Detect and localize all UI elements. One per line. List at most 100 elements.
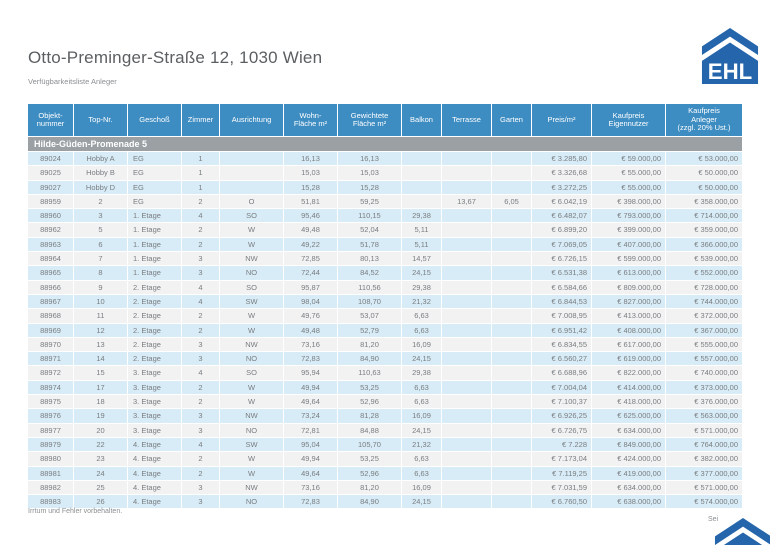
table-row: 89025 Hobby B EG 1 15,03 15,03 € 3.326,68 € 55.…: [28, 166, 742, 180]
cell-terrasse: [442, 266, 491, 280]
table-row: 88979 22 4. Etage 4 SW 95,04 105,70 21,32 € 7.22…: [28, 437, 742, 452]
cell-balkon: 29,38: [402, 280, 441, 294]
cell-geschoss: 2. Etage: [128, 352, 181, 366]
cell-terrasse: [442, 223, 491, 237]
cell-zimmer: 1: [182, 180, 219, 194]
cell-wohnflaeche: 95,46: [284, 209, 337, 223]
cell-kaufpreis-eigennutzer: € 399.000,00: [592, 223, 665, 237]
cell-ausrichtung: SO: [220, 209, 283, 223]
cell-kaufpreis-eigennutzer: € 638.000,00: [592, 495, 665, 509]
cell-objektnummer: 88972: [28, 366, 73, 380]
cell-geschoss: 3. Etage: [128, 423, 181, 437]
cell-top-nr: Hobby A: [74, 152, 127, 166]
cell-garten: [492, 266, 531, 280]
cell-geschoss: 2. Etage: [128, 280, 181, 294]
cell-objektnummer: 88977: [28, 423, 73, 437]
cell-objektnummer: 88959: [28, 194, 73, 209]
cell-garten: [492, 223, 531, 237]
table-row: 88983 26 4. Etage 3 NO 72,83 84,90 24,15 € 6.760…: [28, 495, 742, 509]
page-title: Otto-Preminger-Straße 12, 1030 Wien: [28, 48, 323, 67]
ehl-logo-footer: EHL: [714, 517, 770, 545]
cell-ausrichtung: W: [220, 395, 283, 409]
table-row: 88972 15 3. Etage 4 SO 95,94 110,63 29,38 € 6.68…: [28, 366, 742, 380]
cell-terrasse: [442, 237, 491, 252]
cell-kaufpreis-anleger: € 376.000,00: [666, 395, 742, 409]
cell-geschoss: 4. Etage: [128, 452, 181, 466]
cell-terrasse: [442, 166, 491, 180]
cell-objektnummer: 88968: [28, 309, 73, 323]
column-header-terrasse: Terrasse: [442, 104, 491, 136]
cell-kaufpreis-anleger: € 377.000,00: [666, 466, 742, 480]
cell-balkon: 6,63: [402, 309, 441, 323]
cell-balkon: 6,63: [402, 395, 441, 409]
table-row: 88970 13 2. Etage 3 NW 73,16 81,20 16,09 € 6.834…: [28, 337, 742, 352]
cell-balkon: 14,57: [402, 252, 441, 266]
cell-terrasse: [442, 423, 491, 437]
cell-top-nr: 11: [74, 309, 127, 323]
cell-garten: [492, 237, 531, 252]
cell-balkon: 6,63: [402, 466, 441, 480]
cell-garten: [492, 466, 531, 480]
cell-terrasse: [442, 366, 491, 380]
cell-objektnummer: 88964: [28, 252, 73, 266]
table-row: 88960 3 1. Etage 4 SO 95,46 110,15 29,38 € 6.482…: [28, 209, 742, 223]
cell-top-nr: 5: [74, 223, 127, 237]
table-row: 88969 12 2. Etage 2 W 49,48 52,79 6,63 € 6.951,4…: [28, 323, 742, 337]
cell-preis-m2: € 7.004,04: [532, 380, 591, 395]
cell-zimmer: 1: [182, 152, 219, 166]
cell-zimmer: 4: [182, 280, 219, 294]
cell-kaufpreis-anleger: € 744.000,00: [666, 294, 742, 309]
cell-kaufpreis-eigennutzer: € 617.000,00: [592, 337, 665, 352]
cell-geschoss: EG: [128, 152, 181, 166]
cell-terrasse: [442, 495, 491, 509]
cell-geschoss: 1. Etage: [128, 237, 181, 252]
cell-geschoss: 4. Etage: [128, 480, 181, 495]
column-header-kaufpreis-anleger: Kaufpreis Anleger (zzgl. 20% Ust.): [666, 104, 742, 136]
cell-balkon: 24,15: [402, 495, 441, 509]
cell-kaufpreis-eigennutzer: € 793.000,00: [592, 209, 665, 223]
cell-wohnflaeche: 72,81: [284, 423, 337, 437]
cell-garten: [492, 409, 531, 423]
cell-kaufpreis-eigennutzer: € 625.000,00: [592, 409, 665, 423]
cell-ausrichtung: NW: [220, 337, 283, 352]
table-row: 88963 6 1. Etage 2 W 49,22 51,78 5,11 € 7.069,05…: [28, 237, 742, 252]
cell-geschoss: 3. Etage: [128, 409, 181, 423]
cell-wohnflaeche: 73,16: [284, 480, 337, 495]
cell-wohnflaeche: 49,48: [284, 223, 337, 237]
cell-balkon: 6,63: [402, 323, 441, 337]
cell-objektnummer: 88963: [28, 237, 73, 252]
cell-wohnflaeche: 49,64: [284, 395, 337, 409]
cell-ausrichtung: NO: [220, 423, 283, 437]
cell-objektnummer: 88966: [28, 280, 73, 294]
cell-terrasse: [442, 452, 491, 466]
cell-zimmer: 3: [182, 337, 219, 352]
cell-balkon: 16,09: [402, 480, 441, 495]
cell-kaufpreis-anleger: € 552.000,00: [666, 266, 742, 280]
cell-balkon: 24,15: [402, 423, 441, 437]
cell-kaufpreis-eigennutzer: € 809.000,00: [592, 280, 665, 294]
cell-zimmer: 2: [182, 380, 219, 395]
table-row: 88965 8 1. Etage 3 NO 72,44 84,52 24,15 € 6.531,…: [28, 266, 742, 280]
cell-garten: [492, 152, 531, 166]
cell-terrasse: [442, 309, 491, 323]
cell-garten: [492, 323, 531, 337]
cell-top-nr: 20: [74, 423, 127, 437]
cell-ausrichtung: W: [220, 223, 283, 237]
cell-kaufpreis-eigennutzer: € 413.000,00: [592, 309, 665, 323]
column-header-gewichtete-flaeche: Gewichtete Fläche m²: [338, 104, 401, 136]
cell-preis-m2: € 7.228: [532, 437, 591, 452]
cell-balkon: 16,09: [402, 409, 441, 423]
cell-objektnummer: 89024: [28, 152, 73, 166]
cell-zimmer: 2: [182, 237, 219, 252]
cell-gewichtete-flaeche: 81,20: [338, 337, 401, 352]
cell-kaufpreis-eigennutzer: € 407.000,00: [592, 237, 665, 252]
cell-top-nr: 3: [74, 209, 127, 223]
cell-geschoss: EG: [128, 166, 181, 180]
cell-balkon: [402, 166, 441, 180]
cell-wohnflaeche: 72,83: [284, 352, 337, 366]
cell-preis-m2: € 6.688,96: [532, 366, 591, 380]
cell-objektnummer: 89027: [28, 180, 73, 194]
cell-ausrichtung: SW: [220, 437, 283, 452]
cell-wohnflaeche: 49,22: [284, 237, 337, 252]
